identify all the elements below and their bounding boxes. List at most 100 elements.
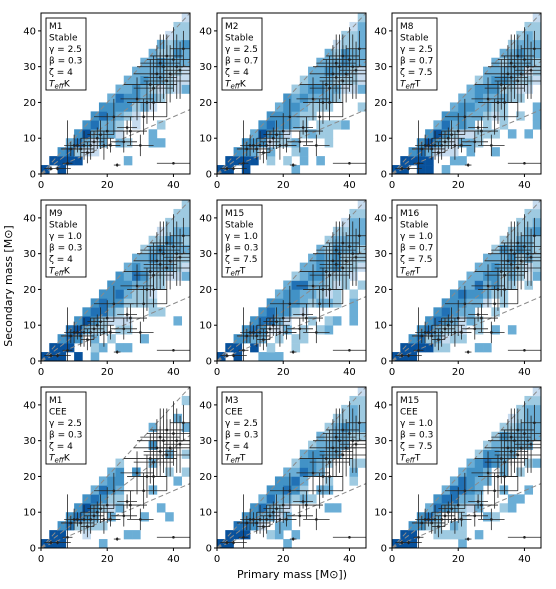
observation-point bbox=[437, 338, 440, 341]
heatmap-cell bbox=[123, 280, 133, 290]
heatmap-cell bbox=[324, 431, 334, 441]
observation-point bbox=[523, 535, 526, 539]
heatmap-cell bbox=[332, 316, 342, 326]
heatmap-cell bbox=[57, 530, 67, 540]
heatmap-cell bbox=[90, 298, 100, 308]
y-tick-label: 10 bbox=[23, 508, 36, 519]
heatmap-cell bbox=[499, 431, 509, 441]
heatmap-cell bbox=[466, 503, 476, 513]
axes-frame bbox=[216, 199, 367, 362]
observation-point bbox=[129, 129, 132, 133]
observation-point bbox=[486, 284, 490, 288]
heatmap-cell bbox=[181, 75, 190, 85]
heatmap-cell bbox=[140, 75, 149, 85]
heatmap-cell bbox=[258, 138, 267, 148]
heatmap-cell bbox=[148, 440, 158, 450]
heatmap-cell bbox=[507, 253, 517, 263]
heatmap-cell bbox=[449, 298, 459, 308]
heatmap-cell bbox=[416, 156, 426, 166]
observation-point bbox=[139, 518, 142, 521]
heatmap-cell bbox=[532, 48, 541, 59]
heatmap-cell bbox=[316, 253, 325, 263]
observation-point bbox=[268, 514, 272, 518]
heatmap-cell bbox=[283, 129, 292, 139]
heatmap-cell bbox=[332, 75, 342, 85]
observation-point bbox=[344, 259, 348, 263]
legend-box bbox=[396, 17, 438, 91]
heatmap-cell bbox=[123, 102, 133, 112]
heatmap-cell bbox=[283, 111, 292, 121]
observation-point bbox=[165, 266, 169, 270]
heatmap-cell bbox=[341, 57, 350, 67]
heatmap-cell bbox=[499, 102, 509, 112]
heatmap-cell bbox=[41, 352, 50, 361]
legend-text: γ = 2.5 bbox=[400, 45, 433, 55]
heatmap-cell bbox=[90, 120, 100, 130]
observation-point bbox=[523, 245, 526, 248]
heatmap-cell bbox=[466, 280, 476, 290]
observation-point bbox=[92, 140, 96, 144]
heatmap-cell bbox=[123, 262, 133, 272]
observation-point bbox=[516, 266, 520, 270]
heatmap-cell bbox=[274, 111, 284, 121]
observation-point bbox=[148, 270, 152, 273]
observation-point bbox=[271, 323, 275, 327]
heatmap-cell bbox=[123, 289, 133, 299]
legend-teff: TeffT bbox=[400, 454, 421, 465]
heatmap-cell bbox=[316, 84, 325, 94]
heatmap-cell bbox=[283, 494, 292, 504]
heatmap-cell bbox=[524, 129, 534, 139]
observation-point bbox=[56, 354, 59, 357]
observation-point bbox=[152, 288, 155, 291]
observation-point bbox=[56, 167, 59, 170]
heatmap-cell bbox=[107, 102, 116, 112]
observation-point bbox=[99, 320, 102, 323]
observation-point bbox=[311, 284, 315, 288]
heatmap-cell bbox=[283, 325, 292, 335]
heatmap-cell bbox=[225, 539, 234, 548]
observation-point bbox=[298, 514, 302, 518]
heatmap-cell bbox=[132, 75, 141, 85]
heatmap-cell bbox=[392, 539, 401, 548]
heatmap-cell bbox=[524, 280, 534, 290]
heatmap-cell bbox=[507, 75, 517, 85]
heatmap-cell bbox=[357, 102, 366, 112]
heatmap-cell bbox=[57, 343, 67, 353]
heatmap-cell bbox=[341, 120, 350, 130]
heatmap-cell bbox=[499, 485, 509, 495]
heatmap-cell bbox=[181, 217, 190, 228]
y-tick-label: 20 bbox=[23, 472, 36, 483]
heatmap-cell bbox=[308, 298, 317, 308]
observation-point bbox=[348, 161, 351, 165]
heatmap-cell bbox=[74, 325, 83, 335]
heatmap-cell bbox=[524, 226, 534, 237]
legend-teff: TeffT bbox=[225, 454, 246, 465]
observation-point bbox=[122, 140, 126, 144]
heatmap-cell bbox=[165, 57, 174, 67]
heatmap-cell bbox=[148, 262, 158, 272]
observation-point bbox=[407, 541, 410, 544]
heatmap-cell bbox=[107, 120, 116, 130]
heatmap-cell bbox=[181, 48, 190, 59]
heatmap-cell bbox=[266, 111, 276, 121]
heatmap-cell bbox=[299, 75, 309, 85]
observation-point bbox=[168, 72, 172, 76]
heatmap-cell bbox=[181, 235, 190, 246]
heatmap-cell bbox=[316, 102, 325, 112]
observation-point bbox=[450, 320, 453, 323]
heatmap-cell bbox=[266, 298, 276, 308]
observation-point bbox=[348, 58, 351, 61]
observation-point bbox=[285, 331, 288, 334]
heatmap-cell bbox=[250, 138, 259, 148]
heatmap-cell bbox=[474, 102, 484, 112]
heatmap-cell bbox=[90, 343, 100, 353]
heatmap-cell bbox=[107, 93, 116, 103]
observation-point bbox=[533, 421, 536, 425]
heatmap-cell bbox=[441, 530, 451, 540]
heatmap-cell bbox=[148, 66, 158, 76]
heatmap-cell bbox=[491, 147, 500, 157]
observation-point bbox=[175, 439, 179, 442]
heatmap-cell bbox=[466, 316, 476, 326]
observation-point bbox=[148, 83, 152, 86]
